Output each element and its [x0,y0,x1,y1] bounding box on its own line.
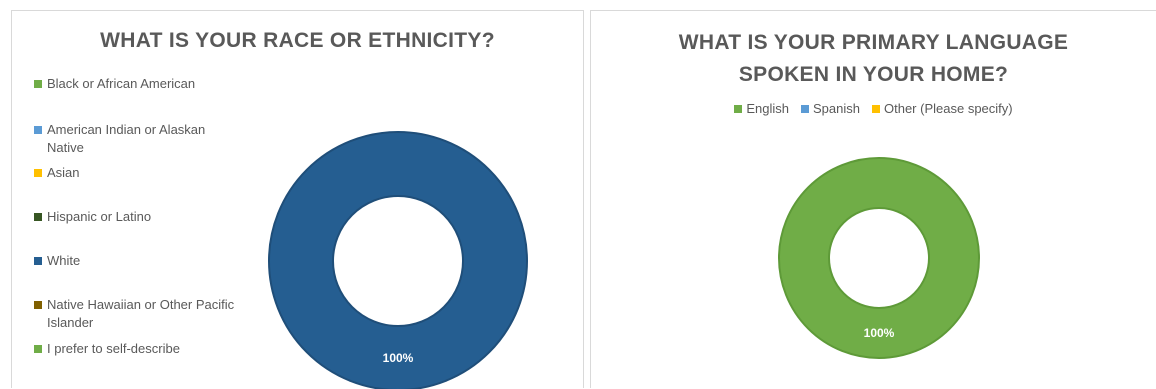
primary-language-chart-panel: WHAT IS YOUR PRIMARY LANGUAGE SPOKEN IN … [590,10,1156,388]
legend-label: American Indian or Alaskan Native [47,122,206,155]
legend-item-english: English [734,101,789,116]
legend-item-hispanic-or-latino: Hispanic or Latino [34,208,244,226]
data-label: 100% [383,351,414,365]
legend-swatch [34,345,42,353]
chart-title: WHAT IS YOUR PRIMARY LANGUAGE SPOKEN IN … [591,27,1156,91]
legend-swatch [734,105,743,113]
legend-swatch [34,257,42,265]
chart-title-line-2: SPOKEN IN YOUR HOME? [738,63,1009,86]
legend-label: Asian [47,165,80,180]
legend-label: Native Hawaiian or Other Pacific Islande… [47,297,235,330]
legend-item-native-hawaiian-or-other-pacific-islander: Native Hawaiian or Other Pacific Islande… [34,296,244,332]
legend-swatch [34,80,42,88]
legend-label: White [47,253,81,268]
legend-swatch [34,301,42,309]
legend-label: Black or African American [47,76,196,91]
donut-chart: 100% [778,156,980,360]
legend-item-other-please-specify: Other (Please specify) [872,101,1013,116]
legend-item-asian: Asian [34,164,244,182]
legend-item-white: White [34,252,244,270]
donut-slice-english [778,156,980,360]
legend-item-spanish: Spanish [801,101,860,116]
legend-swatch [34,126,42,134]
legend-label: Other (Please specify) [884,101,1013,116]
legend-label: Hispanic or Latino [47,209,152,224]
donut-chart: 100% [268,130,528,389]
legend-label: English [746,101,790,116]
legend-swatch [872,105,880,113]
legend-swatch [34,169,42,177]
legend-item-black-or-african-american: Black or African American [34,75,244,93]
chart-legend: English Spanish Other (Please specify) [591,101,1156,116]
donut-slice-white [268,130,528,389]
chart-title-line-1: WHAT IS YOUR PRIMARY LANGUAGE [678,31,1069,54]
legend-swatch [801,105,810,113]
legend-label: Spanish [813,101,860,116]
chart-title: WHAT IS YOUR RACE OR ETHNICITY? [100,29,495,52]
legend-swatch [34,213,42,221]
legend-label: I prefer to self-describe [47,341,180,356]
data-label: 100% [864,326,895,340]
legend-item-i-prefer-to-self-describe: I prefer to self-describe [34,340,244,358]
race-ethnicity-chart-panel: WHAT IS YOUR RACE OR ETHNICITY? Black or… [11,10,584,389]
legend-item-american-indian-or-alaskan-native: American Indian or Alaskan Native [34,121,244,157]
